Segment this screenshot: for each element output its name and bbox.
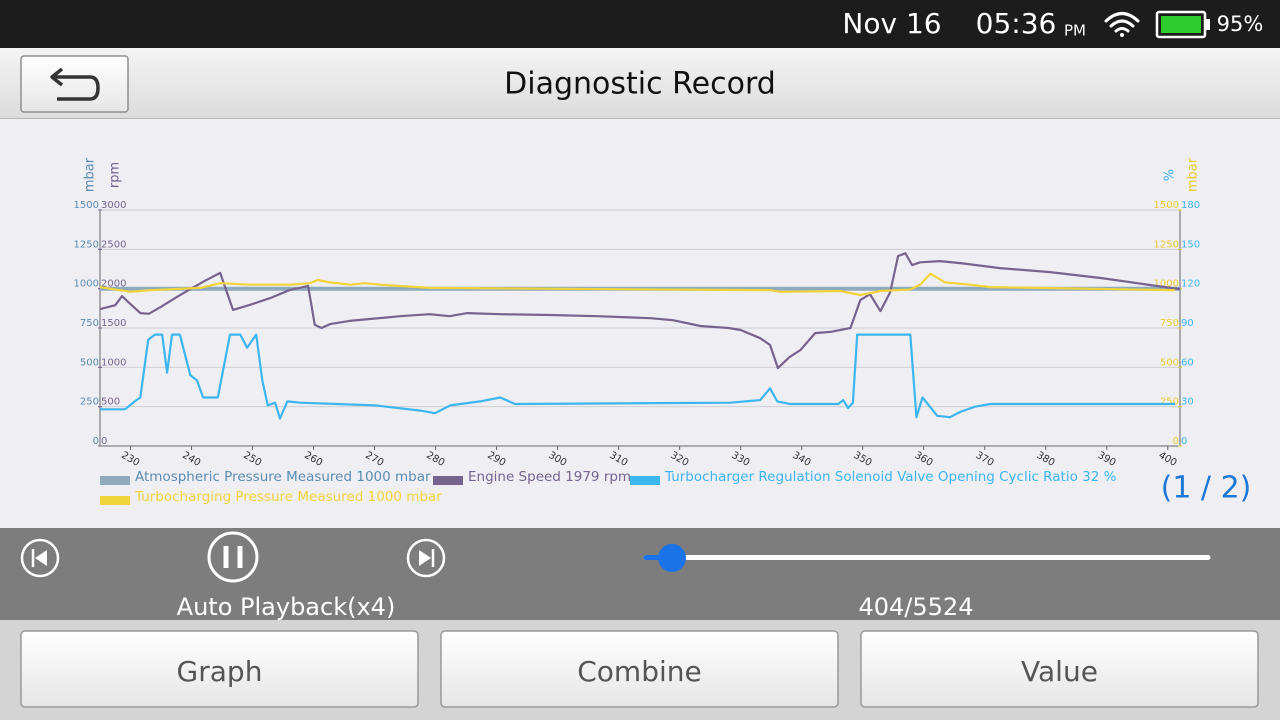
- series-line: [99, 272, 1176, 297]
- tab-button-bg[interactable]: [860, 630, 1259, 708]
- legend-label: Turbocharging Pressure Measured 1000 mba…: [134, 489, 442, 505]
- status-date: Nov 16: [842, 7, 941, 40]
- legend-label: Turbocharger Regulation Solenoid Valve O…: [664, 469, 1117, 485]
- y-tick-label: 250: [1160, 397, 1179, 408]
- legend-swatch: [630, 476, 660, 485]
- legend-label: Atmospheric Pressure Measured 1000 mbar: [135, 469, 431, 485]
- legend-label: Engine Speed 1979 rpm: [468, 469, 631, 485]
- y-tick-label: 0: [101, 436, 107, 447]
- y-axis-title: %: [1163, 169, 1178, 181]
- y-tick-label: 500: [101, 397, 120, 408]
- playback-mode: Auto Playback(x4): [177, 593, 396, 621]
- y-tick-label: 2500: [101, 239, 126, 250]
- y-tick-label: 1000: [74, 279, 99, 290]
- y-tick-label: 60: [1181, 357, 1194, 368]
- previous-button[interactable]: [20, 538, 60, 578]
- y-tick-label: 1250: [1154, 239, 1179, 250]
- y-tick-label: 500: [80, 357, 99, 368]
- y-tick-label: 150: [1181, 239, 1200, 250]
- tab-button-label[interactable]: Graph: [177, 655, 263, 688]
- y-tick-label: 0: [1173, 436, 1179, 447]
- y-tick-label: 180: [1181, 200, 1200, 211]
- y-axis-title: mbar: [83, 157, 98, 192]
- chart-area: [0, 119, 1280, 528]
- y-tick-label: 0: [93, 436, 99, 447]
- wifi-icon: [1104, 12, 1140, 37]
- legend-swatch: [100, 496, 130, 505]
- status-time: 05:36: [976, 7, 1057, 40]
- y-tick-label: 500: [1160, 357, 1179, 368]
- tab-button-label[interactable]: Value: [1021, 655, 1098, 688]
- y-tick-label: 0: [1181, 436, 1187, 447]
- pause-button[interactable]: [207, 531, 259, 583]
- y-tick-label: 1000: [101, 357, 126, 368]
- header-title: Diagnostic Record: [504, 67, 776, 102]
- status-meridiem: PM: [1064, 22, 1086, 40]
- battery-level: 95%: [1217, 12, 1264, 36]
- tab-button-bg[interactable]: [20, 630, 419, 708]
- y-tick-label: 1000: [1154, 279, 1179, 290]
- y-tick-label: 1500: [74, 200, 99, 211]
- legend-swatch: [433, 476, 463, 485]
- series-line: [99, 252, 1181, 370]
- back-button[interactable]: [20, 55, 129, 113]
- y-axis-title: rpm: [108, 162, 123, 188]
- y-tick-label: 750: [1160, 318, 1179, 329]
- tab-button[interactable]: Value: [860, 630, 1259, 708]
- tab-button-bg[interactable]: [440, 630, 839, 708]
- legend-swatch: [100, 476, 130, 485]
- chart: mbar0250500750100012501500rpm05001000150…: [74, 157, 1201, 505]
- tab-button-label[interactable]: Combine: [577, 655, 701, 688]
- next-button[interactable]: [406, 538, 446, 578]
- battery-icon: [1155, 10, 1210, 39]
- y-tick-label: 1500: [1154, 200, 1179, 211]
- y-tick-label: 2000: [101, 279, 126, 290]
- series-line: [100, 333, 1176, 420]
- y-tick-label: 1500: [101, 318, 126, 329]
- y-tick-label: 1250: [74, 239, 99, 250]
- page-indicator[interactable]: (1 / 2): [1161, 471, 1252, 506]
- tab-button[interactable]: Combine: [440, 630, 839, 708]
- y-tick-label: 90: [1181, 318, 1194, 329]
- y-tick-label: 3000: [101, 200, 126, 211]
- y-axis-title: mbar: [1186, 157, 1201, 192]
- playback-counter: 404/5524: [859, 593, 974, 621]
- progress-slider[interactable]: [643, 544, 1211, 572]
- y-tick-label: 250: [80, 397, 99, 408]
- tab-button[interactable]: Graph: [20, 630, 419, 708]
- header: [0, 48, 1280, 118]
- status-bar: [0, 0, 1280, 48]
- button-group: Graph Combine Value: [20, 630, 1259, 708]
- y-tick-label: 750: [80, 318, 99, 329]
- y-tick-label: 30: [1181, 397, 1194, 408]
- y-tick-label: 120: [1181, 279, 1200, 290]
